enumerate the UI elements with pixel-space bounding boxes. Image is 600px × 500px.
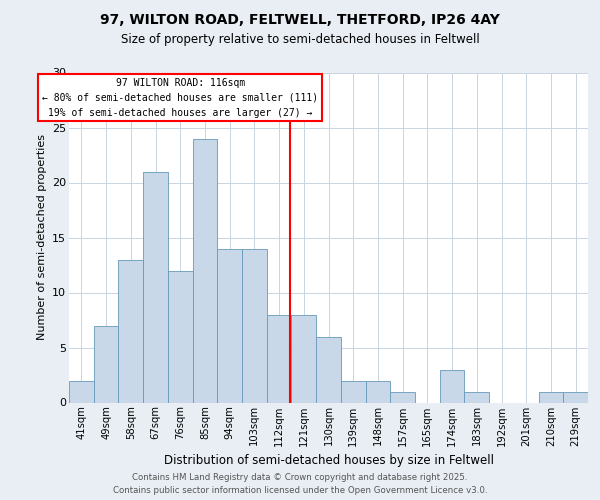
Bar — [563, 392, 588, 402]
Y-axis label: Number of semi-detached properties: Number of semi-detached properties — [37, 134, 47, 340]
Bar — [193, 138, 217, 402]
Bar — [168, 270, 193, 402]
Bar — [365, 380, 390, 402]
Bar — [539, 392, 563, 402]
Bar — [267, 314, 292, 402]
Bar — [316, 336, 341, 402]
Bar — [217, 248, 242, 402]
Bar — [69, 380, 94, 402]
Bar — [440, 370, 464, 402]
Text: Contains HM Land Registry data © Crown copyright and database right 2025.
Contai: Contains HM Land Registry data © Crown c… — [113, 474, 487, 495]
Bar — [242, 248, 267, 402]
Bar — [341, 380, 365, 402]
Bar — [118, 260, 143, 402]
Bar — [464, 392, 489, 402]
Text: 97, WILTON ROAD, FELTWELL, THETFORD, IP26 4AY: 97, WILTON ROAD, FELTWELL, THETFORD, IP2… — [100, 12, 500, 26]
Bar — [143, 172, 168, 402]
Text: Size of property relative to semi-detached houses in Feltwell: Size of property relative to semi-detach… — [121, 32, 479, 46]
Bar — [292, 314, 316, 402]
Text: 97 WILTON ROAD: 116sqm
← 80% of semi-detached houses are smaller (111)
19% of se: 97 WILTON ROAD: 116sqm ← 80% of semi-det… — [42, 78, 318, 118]
X-axis label: Distribution of semi-detached houses by size in Feltwell: Distribution of semi-detached houses by … — [163, 454, 493, 467]
Bar — [390, 392, 415, 402]
Bar — [94, 326, 118, 402]
